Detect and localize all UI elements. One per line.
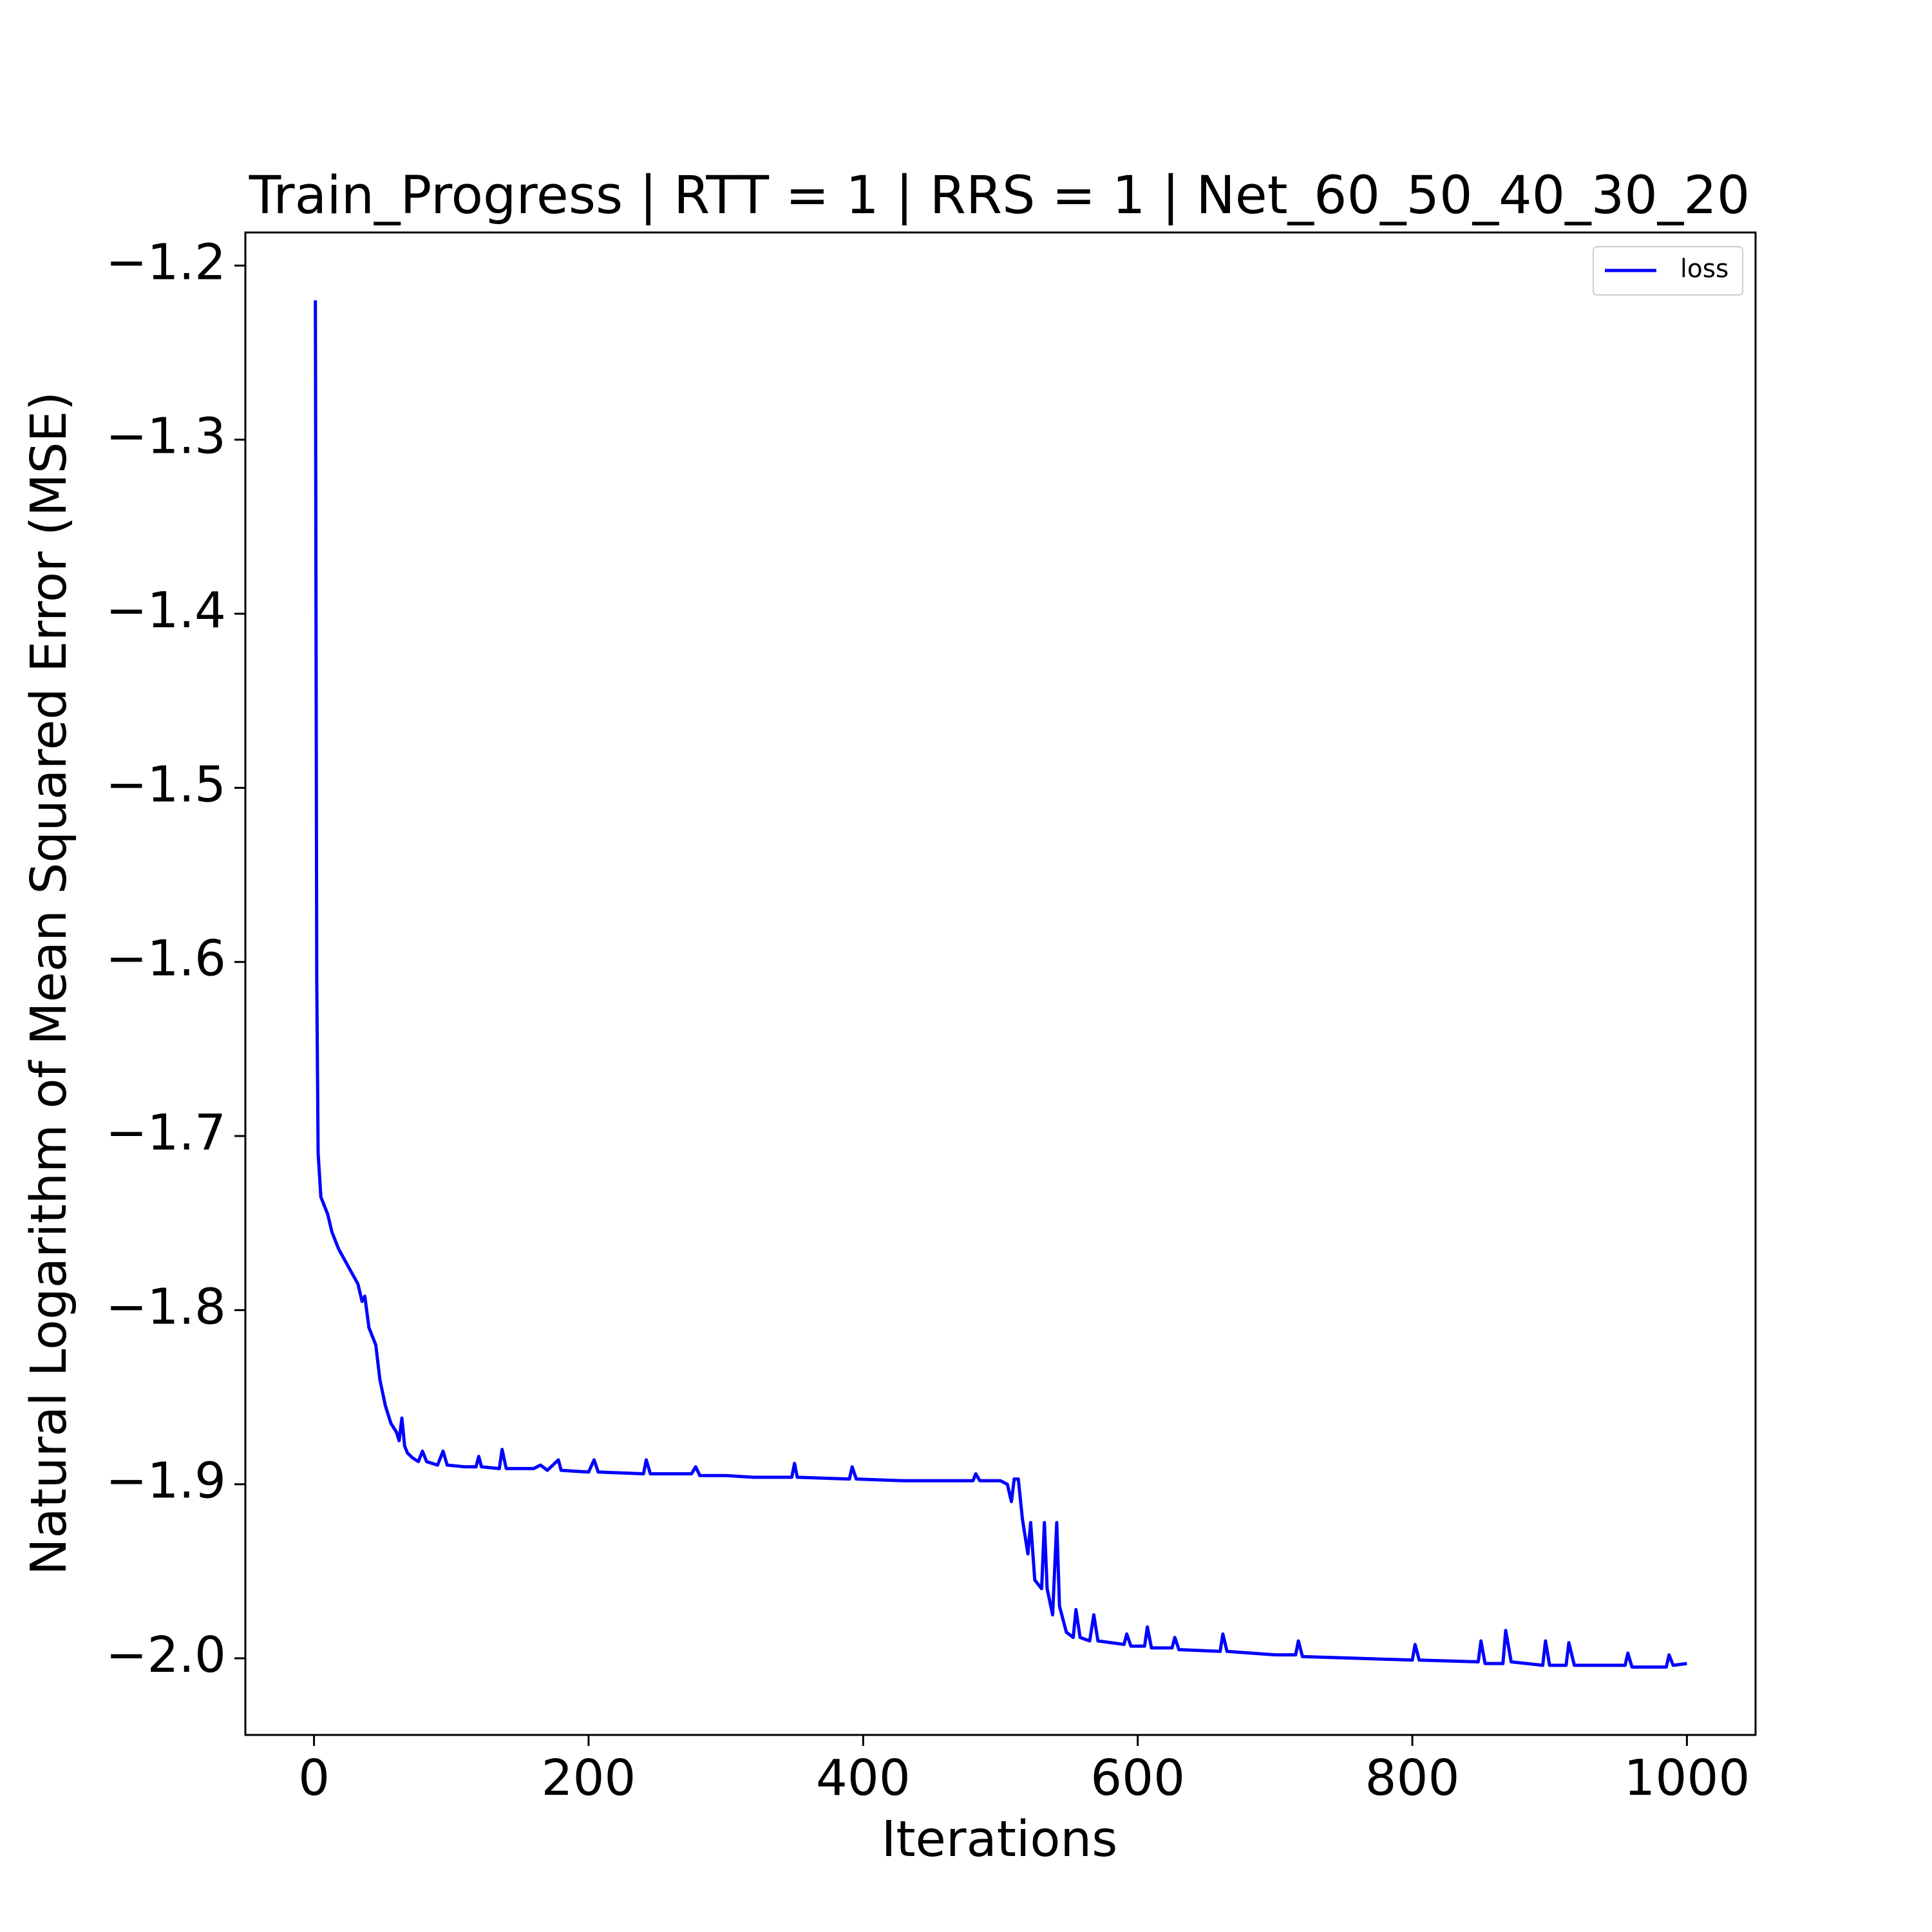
data-line	[314, 300, 1687, 1669]
y-tick-label: −1.7	[106, 1104, 226, 1162]
y-tick-label: −1.9	[106, 1453, 226, 1510]
legend-label: loss	[1680, 255, 1728, 284]
y-tick-label: −1.2	[106, 234, 226, 291]
y-tick-label: −1.4	[106, 582, 226, 639]
x-tick-label: 1000	[1624, 1750, 1750, 1807]
y-axis-label: Natural Logarithm of Mean Squared Error …	[21, 392, 78, 1575]
x-tick-label: 200	[541, 1750, 636, 1807]
x-tick-label: 400	[816, 1750, 911, 1807]
x-axis-label: Iterations	[882, 1811, 1118, 1868]
y-tick-label: −1.6	[106, 931, 226, 988]
x-tick-label: 800	[1365, 1750, 1460, 1807]
x-tick-label: 0	[298, 1750, 330, 1807]
chart-title: Train_Progress | RTT = 1 | RRS = 1 | Net…	[249, 166, 1750, 226]
y-tick-label: −1.3	[106, 408, 226, 466]
y-tick-label: −2.0	[106, 1627, 226, 1684]
plot-frame	[244, 231, 1757, 1736]
legend-box	[1593, 246, 1743, 296]
x-tick-label: 600	[1090, 1750, 1185, 1807]
y-tick-label: −1.8	[106, 1278, 226, 1336]
y-tick-label: −1.5	[106, 756, 226, 813]
